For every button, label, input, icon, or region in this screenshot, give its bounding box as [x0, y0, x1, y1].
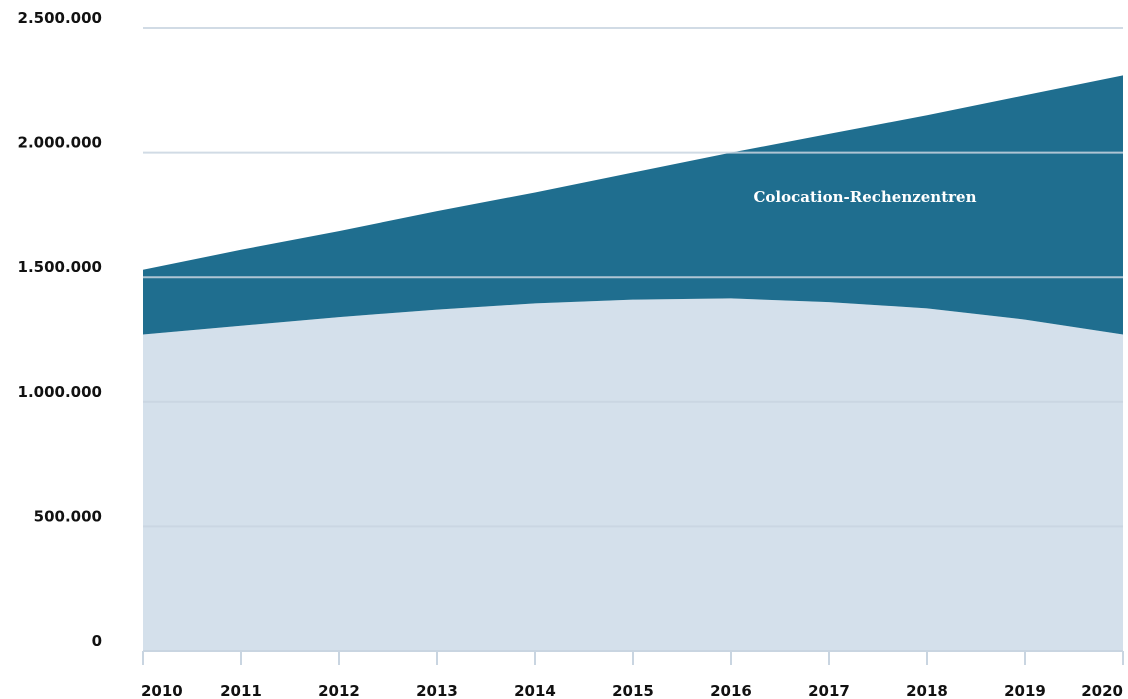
x-tick-label: 2016	[710, 682, 752, 699]
x-tick-label: 2011	[220, 682, 262, 699]
y-tick-label: 2.500.000	[18, 9, 102, 27]
x-tick-label: 2020	[1081, 682, 1123, 699]
x-tick-label: 2014	[514, 682, 556, 699]
x-tick-label: 2012	[318, 682, 360, 699]
x-tick-label: 2010	[141, 682, 183, 699]
series-label: Colocation-Rechenzentren	[753, 188, 976, 206]
y-tick-label: 1.500.000	[18, 258, 102, 276]
x-tick-label: 2019	[1004, 682, 1046, 699]
y-tick-label: 0	[92, 632, 102, 650]
y-tick-label: 2.000.000	[18, 134, 102, 152]
x-tick-label: 2013	[416, 682, 458, 699]
area	[143, 298, 1123, 651]
x-tick-label: 2018	[906, 682, 948, 699]
x-tick-label: 2017	[808, 682, 850, 699]
y-tick-label: 500.000	[34, 507, 102, 525]
area	[143, 75, 1123, 335]
x-tick-label: 2015	[612, 682, 654, 699]
y-tick-label: 1.000.000	[18, 383, 102, 401]
